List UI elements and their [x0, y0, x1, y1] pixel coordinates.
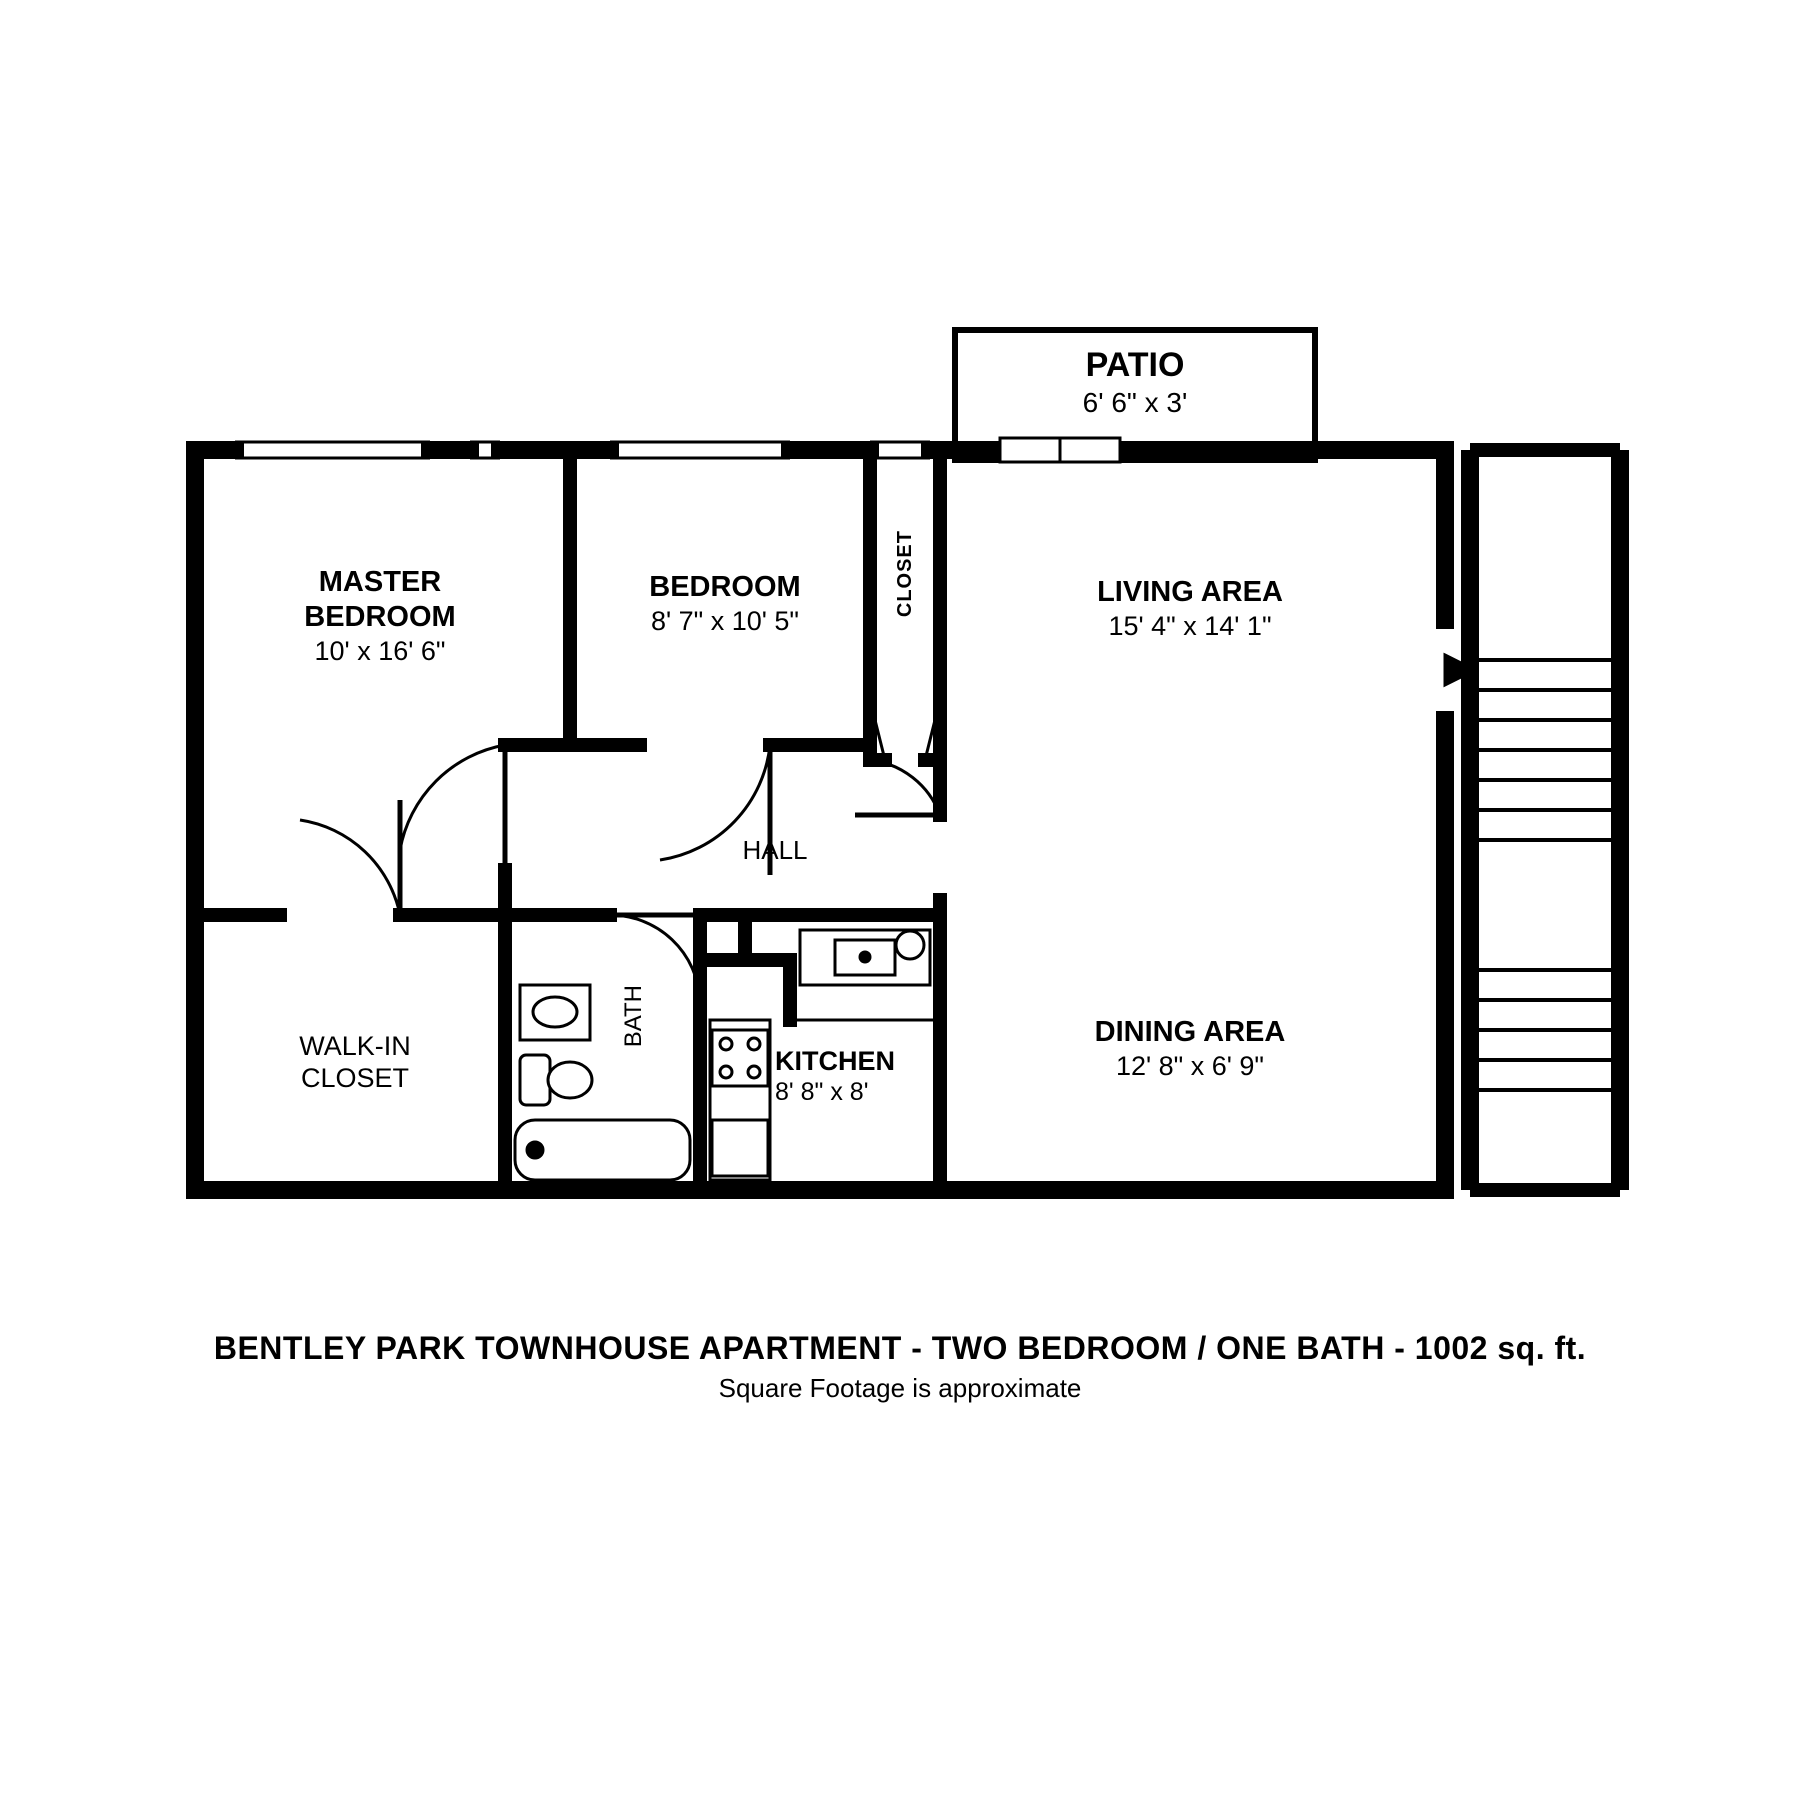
- master-bedroom-name-1: MASTER: [319, 566, 441, 598]
- master-bedroom-label: MASTER BEDROOM 10' x 16' 6": [220, 565, 540, 667]
- master-bedroom-dim: 10' x 16' 6": [220, 635, 540, 667]
- dining-name: DINING AREA: [1095, 1016, 1286, 1048]
- caption: BENTLEY PARK TOWNHOUSE APARTMENT - TWO B…: [0, 1330, 1800, 1404]
- bedroom-dim: 8' 7" x 10' 5": [590, 605, 860, 637]
- living-dim: 15' 4" x 14' 1": [990, 610, 1390, 642]
- floorplan-svg: [0, 0, 1800, 1800]
- stairs: [1470, 450, 1620, 1190]
- kitchen-name: KITCHEN: [775, 1046, 895, 1076]
- bath-label: BATH: [620, 985, 649, 1047]
- bath-name: BATH: [620, 985, 647, 1047]
- patio-label: PATIO 6' 6" x 3': [955, 345, 1315, 419]
- walkin-name-1: WALK-IN: [299, 1031, 411, 1061]
- patio-name: PATIO: [1086, 346, 1185, 384]
- bath-fixtures: [515, 985, 690, 1180]
- floorplan-canvas: PATIO 6' 6" x 3' MASTER BEDROOM 10' x 16…: [0, 0, 1800, 1800]
- kitchen-label: KITCHEN 8' 8" x 8': [775, 1045, 975, 1107]
- closet-name: CLOSET: [894, 530, 916, 617]
- patio-door: [1000, 438, 1120, 462]
- bedroom-name: BEDROOM: [649, 571, 800, 603]
- master-bedroom-name-2: BEDROOM: [304, 601, 455, 633]
- walkin-name-2: CLOSET: [301, 1063, 409, 1093]
- patio-dim: 6' 6" x 3': [955, 386, 1315, 420]
- closet-label: CLOSET: [893, 530, 917, 617]
- caption-line1: BENTLEY PARK TOWNHOUSE APARTMENT - TWO B…: [200, 1330, 1600, 1367]
- hall-label: HALL: [700, 835, 850, 866]
- caption-line2: Square Footage is approximate: [0, 1373, 1800, 1404]
- bedroom-label: BEDROOM 8' 7" x 10' 5": [590, 570, 860, 637]
- stair-treads: [1478, 660, 1612, 1090]
- dining-label: DINING AREA 12' 8" x 6' 9": [990, 1015, 1390, 1082]
- hall-name: HALL: [742, 835, 807, 865]
- living-name: LIVING AREA: [1097, 576, 1283, 608]
- kitchen-dim: 8' 8" x 8': [775, 1077, 975, 1107]
- dining-dim: 12' 8" x 6' 9": [990, 1050, 1390, 1082]
- living-label: LIVING AREA 15' 4" x 14' 1": [990, 575, 1390, 642]
- walkin-label: WALK-IN CLOSET: [230, 1030, 480, 1095]
